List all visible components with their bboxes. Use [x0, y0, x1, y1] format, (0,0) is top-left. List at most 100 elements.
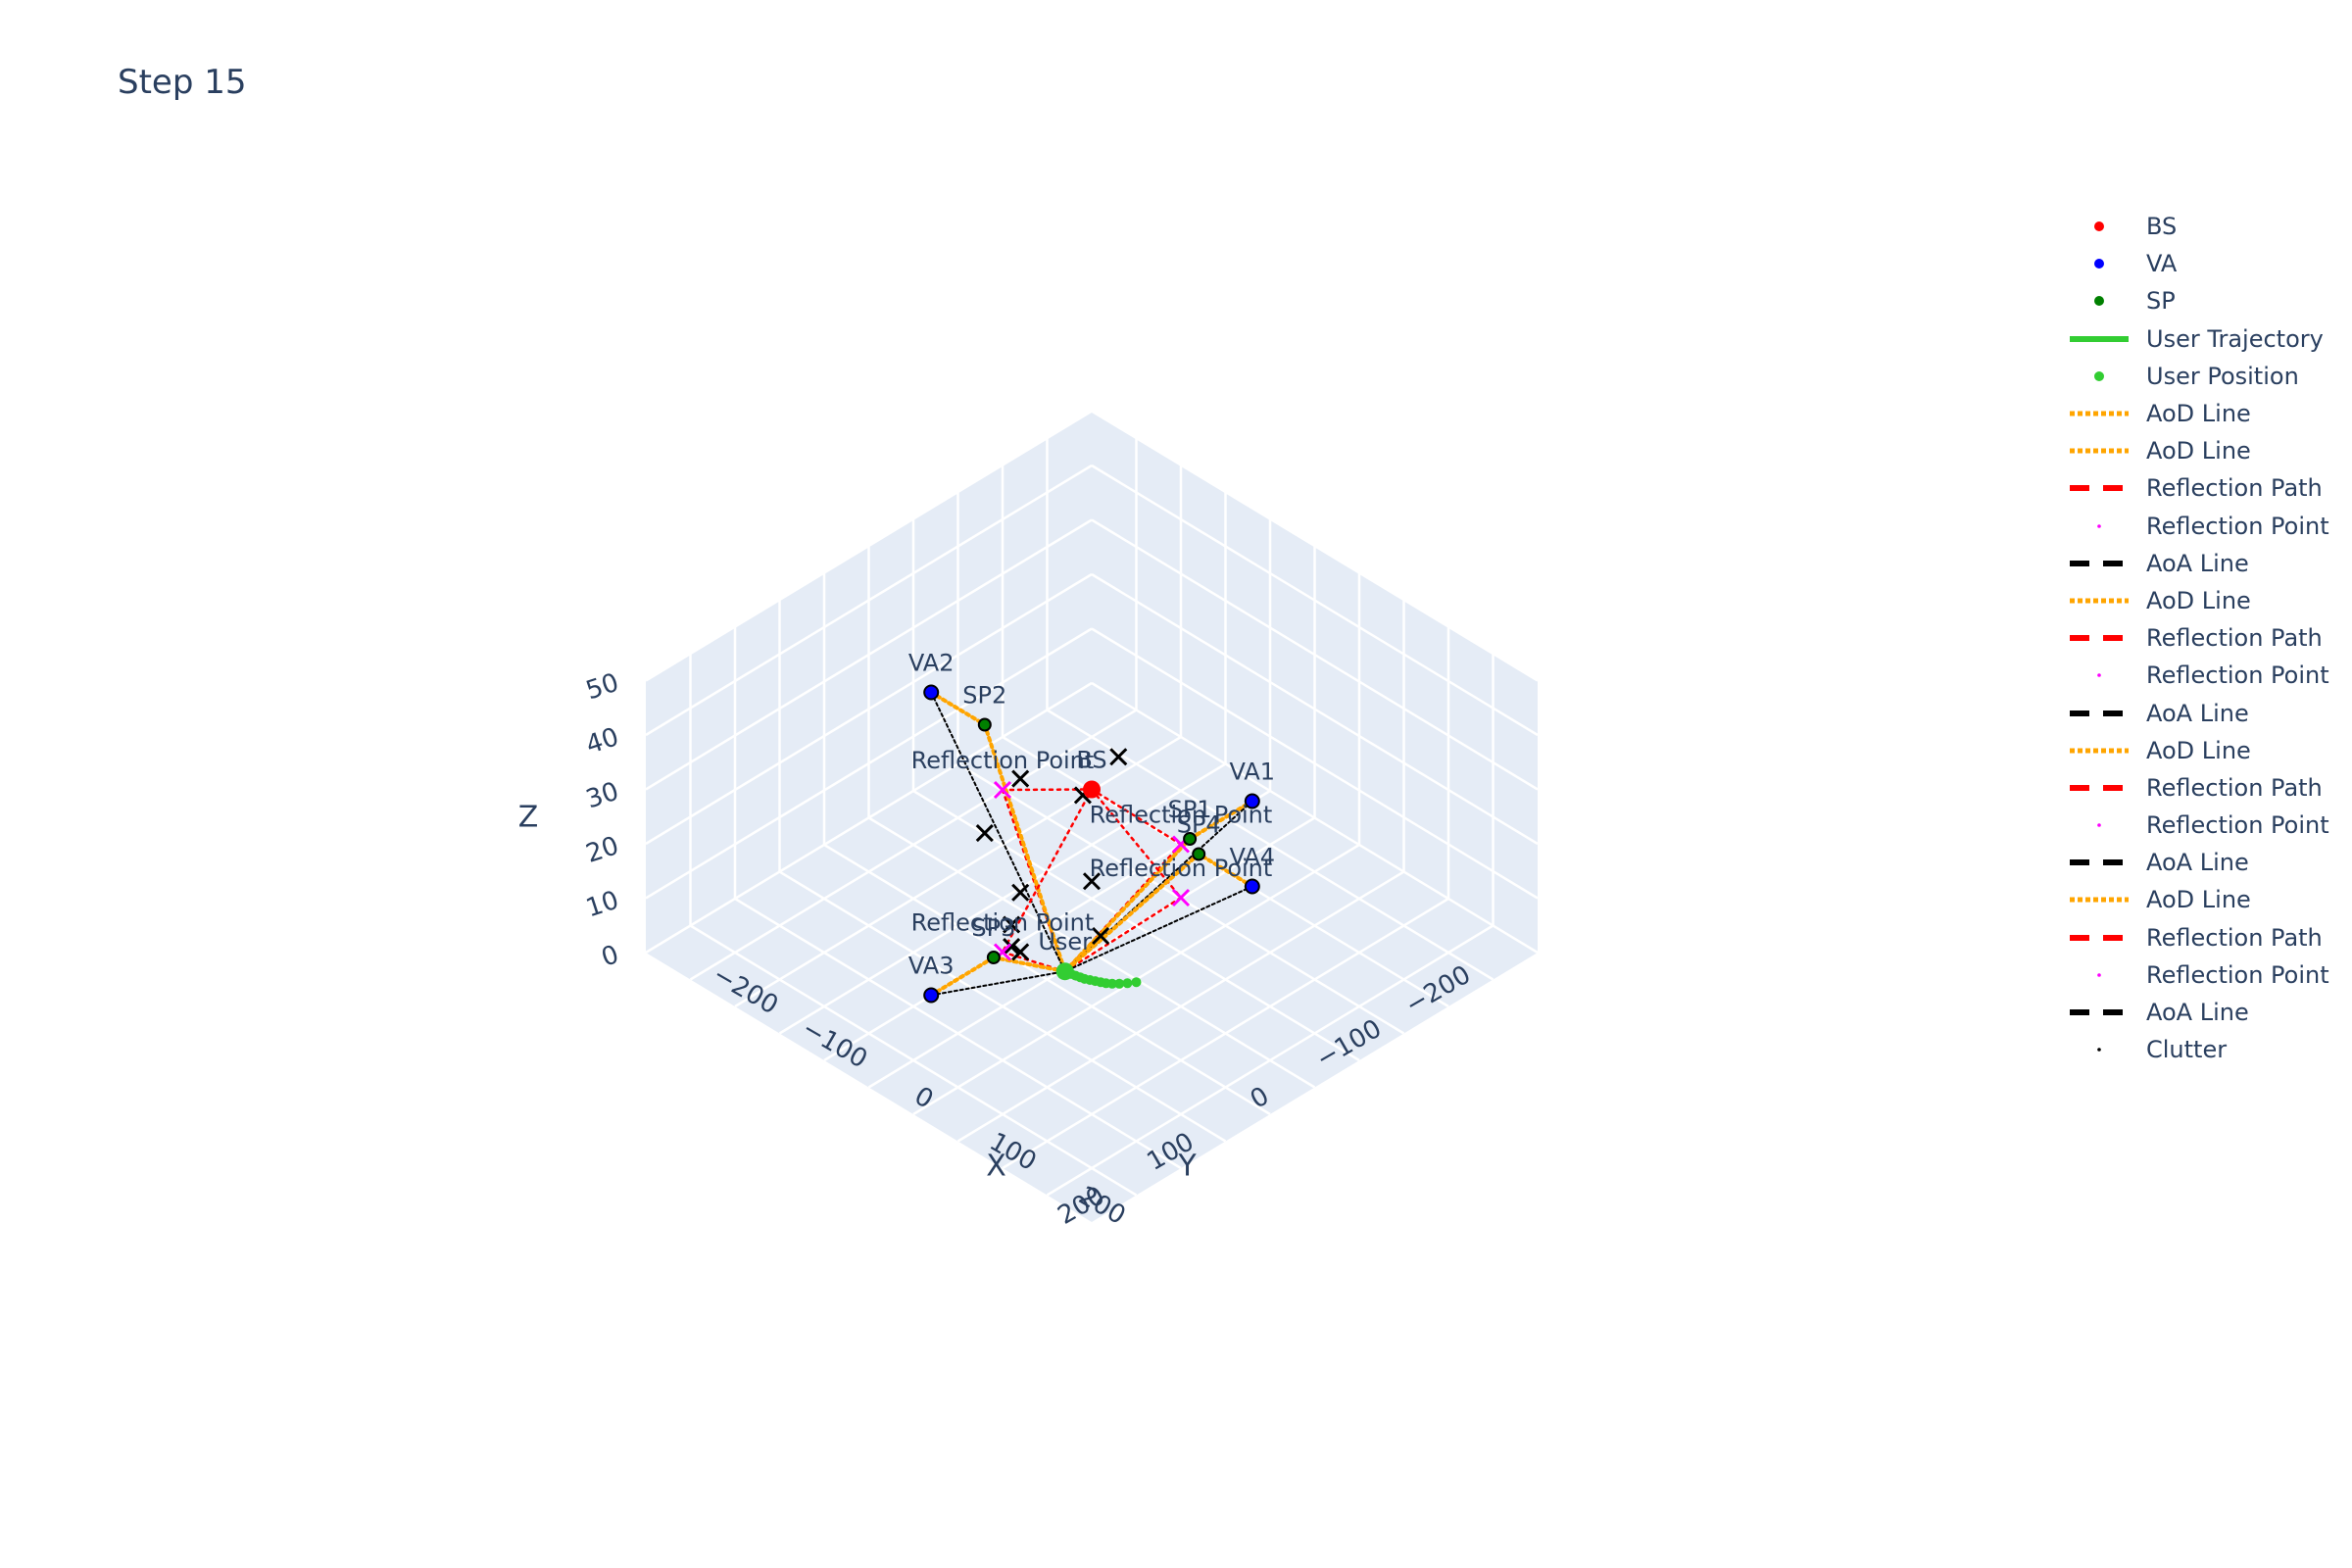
legend-swatch: [2094, 370, 2104, 381]
legend-item[interactable]: User Position: [2068, 358, 2329, 395]
va-marker[interactable]: [1244, 878, 1260, 895]
clutter-marker[interactable]: [1003, 938, 1021, 956]
legend-item[interactable]: AoA Line: [2068, 844, 2329, 881]
grid-line: [645, 572, 1093, 846]
grid-line: [1091, 518, 1539, 791]
bs-marker[interactable]: [1083, 780, 1101, 799]
legend-label: AoD Line: [2146, 736, 2251, 764]
grid-line: [689, 924, 1138, 1197]
grid-line: [1091, 410, 1539, 682]
sp-label: SP1: [1168, 796, 1212, 823]
trajectory-point[interactable]: [1114, 978, 1125, 989]
legend-item[interactable]: AoA Line: [2068, 545, 2329, 582]
va-marker[interactable]: [923, 684, 940, 701]
sp-marker[interactable]: [986, 951, 1001, 964]
grid-line: [1091, 627, 1539, 900]
clutter-marker[interactable]: [1011, 943, 1030, 961]
sp-label: SP2: [962, 682, 1006, 710]
legend-item[interactable]: Reflection Path: [2068, 619, 2329, 657]
legend-swatch: [2070, 411, 2129, 416]
legend-item[interactable]: Reflection Point: [2068, 508, 2329, 545]
aod-line: [1188, 799, 1254, 841]
legend-item[interactable]: AoD Line: [2068, 582, 2329, 619]
legend-swatch: [2070, 448, 2129, 454]
chart-title: Step 15: [118, 63, 247, 102]
aod-line: [991, 956, 1067, 974]
legend-item[interactable]: Reflection Path: [2068, 769, 2329, 807]
legend-swatch: [2097, 523, 2101, 528]
legend-label: Reflection Point: [2146, 512, 2329, 540]
legend-swatch: [2070, 859, 2129, 866]
legend-item[interactable]: User Trajectory: [2068, 320, 2329, 358]
legend-item[interactable]: Clutter: [2068, 1031, 2329, 1068]
legend-swatch: [2070, 897, 2129, 903]
legend-label: AoA Line: [2146, 549, 2249, 577]
legend-swatch: [2097, 673, 2101, 678]
legend-item[interactable]: Reflection Point: [2068, 807, 2329, 844]
aoa-line: [930, 691, 1066, 973]
legend-item[interactable]: AoD Line: [2068, 432, 2329, 469]
legend-item[interactable]: BS: [2068, 208, 2329, 245]
aoa-line: [1063, 885, 1253, 973]
z-axis-title: Z: [518, 800, 539, 834]
legend-item[interactable]: AoD Line: [2068, 732, 2329, 769]
clutter-marker[interactable]: [1082, 872, 1102, 891]
sp-marker[interactable]: [977, 717, 992, 732]
sp-marker[interactable]: [1183, 832, 1198, 846]
clutter-marker[interactable]: [1092, 926, 1110, 946]
aoa-line: [930, 970, 1066, 997]
legend-swatch: [2094, 259, 2104, 270]
legend-label: Reflection Path: [2146, 624, 2323, 653]
sp-label: SP4: [1177, 811, 1221, 839]
legend-item[interactable]: Reflection Point: [2068, 657, 2329, 694]
aod-line: [1062, 852, 1201, 974]
legend-item[interactable]: Reflection Point: [2068, 956, 2329, 994]
legend-item[interactable]: Reflection Path: [2068, 919, 2329, 956]
legend-swatch: [2070, 635, 2129, 642]
sp-marker[interactable]: [1192, 847, 1206, 861]
clutter-marker[interactable]: [1109, 748, 1128, 766]
legend-label: AoD Line: [2146, 586, 2251, 614]
legend-label: Reflection Point: [2146, 811, 2329, 840]
legend-label: SP: [2146, 287, 2176, 316]
legend-item[interactable]: AoD Line: [2068, 881, 2329, 918]
clutter-marker[interactable]: [975, 824, 994, 843]
legend-label: User Position: [2146, 362, 2299, 390]
trajectory-point[interactable]: [1131, 977, 1142, 988]
legend-item[interactable]: AoA Line: [2068, 694, 2329, 731]
legend-swatch: [2070, 485, 2129, 492]
legend-item[interactable]: VA: [2068, 245, 2329, 282]
trace-markers: [923, 684, 1260, 1004]
legend-label: BS: [2146, 213, 2178, 241]
clutter-marker[interactable]: [1003, 915, 1021, 934]
sp-label: SP3: [971, 914, 1015, 942]
grid-line: [778, 870, 1227, 1143]
legend-label: Clutter: [2146, 1036, 2228, 1064]
legend-item[interactable]: Reflection Path: [2068, 469, 2329, 507]
aod-line: [929, 690, 987, 727]
legend-swatch: [2070, 335, 2129, 342]
legend-item[interactable]: AoD Line: [2068, 395, 2329, 432]
grid-line: [645, 681, 1093, 955]
legend-item[interactable]: AoA Line: [2068, 994, 2329, 1031]
aod-line: [1197, 852, 1254, 889]
clutter-marker[interactable]: [1011, 769, 1030, 788]
legend-label: Reflection Path: [2146, 474, 2323, 503]
reflection-point-marker[interactable]: [993, 780, 1012, 800]
user-position-marker[interactable]: [1055, 962, 1074, 981]
trajectory-point[interactable]: [1122, 978, 1133, 989]
legend-label: Reflection Point: [2146, 960, 2329, 989]
va-label: VA1: [1230, 759, 1276, 786]
z-tick-label: 40: [582, 722, 622, 760]
va-marker[interactable]: [1244, 793, 1260, 809]
clutter-marker[interactable]: [1011, 883, 1030, 902]
va-label: VA2: [908, 650, 955, 677]
grid-line: [823, 843, 1271, 1116]
reflection-point-marker[interactable]: [1171, 888, 1191, 907]
grid-line: [1091, 572, 1539, 846]
legend-label: AoA Line: [2146, 699, 2249, 727]
legend-item[interactable]: SP: [2068, 282, 2329, 319]
reflection-point-label: Reflection Point: [1090, 802, 1273, 829]
va-marker[interactable]: [923, 987, 940, 1004]
